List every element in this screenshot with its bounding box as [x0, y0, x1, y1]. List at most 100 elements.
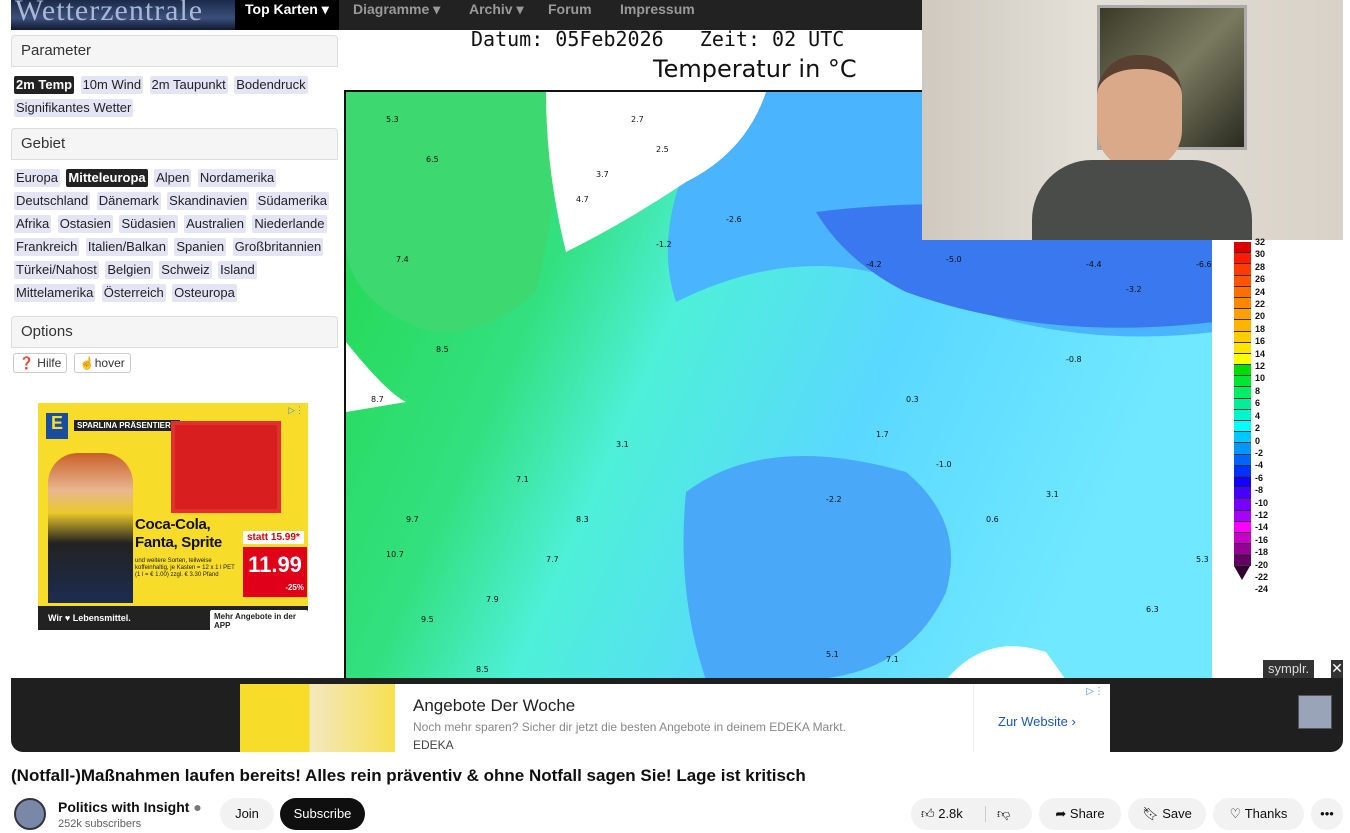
colorbar-label: -18: [1255, 547, 1269, 558]
map-temperature-label: 5.1: [826, 650, 839, 659]
bookmark-icon: 🔖︎: [1142, 806, 1159, 821]
gebiet-option[interactable]: Australien: [184, 215, 246, 233]
gebiet-option[interactable]: Niederlande: [252, 215, 327, 233]
join-button[interactable]: Join: [220, 798, 274, 830]
gebiet-option[interactable]: Südasien: [119, 215, 178, 233]
map-temperature-label: -5.0: [946, 255, 962, 264]
map-temperature-label: 8.5: [476, 665, 489, 674]
colorbar-swatch: [1234, 275, 1251, 287]
gebiet-option[interactable]: Europa: [14, 169, 60, 187]
close-overlay-button[interactable]: ✕: [1331, 660, 1343, 678]
channel-watermark[interactable]: [1298, 695, 1332, 729]
like-button[interactable]: 👍︎ 2.8k: [921, 798, 963, 830]
gebiet-option[interactable]: Ostasien: [57, 215, 113, 233]
gebiet-option[interactable]: Österreich: [101, 284, 166, 302]
gebiet-option[interactable]: Osteuropa: [172, 284, 237, 302]
site-logo[interactable]: Wetterzentrale: [11, 0, 235, 30]
bottom-ad-cta[interactable]: Zur Website ›: [998, 714, 1076, 729]
gebiet-option[interactable]: Nordamerika: [197, 169, 277, 187]
colorbar-swatch: [1234, 532, 1251, 545]
nav-diagramme[interactable]: Diagramme ▾: [353, 1, 441, 17]
colorbar-swatch: [1234, 465, 1251, 477]
gebiet-option[interactable]: Mittelamerika: [14, 284, 96, 302]
gebiet-option[interactable]: Schweiz: [159, 261, 212, 279]
map-temperature-label: 2.7: [631, 115, 644, 124]
gebiet-option[interactable]: Afrika: [14, 215, 52, 233]
edeka-ad[interactable]: E SPARLINA PRÄSENTIERT: Coca-Cola, Fanta…: [38, 403, 308, 630]
channel-name[interactable]: Politics with Insight ●: [58, 799, 202, 815]
parameter-option[interactable]: Bodendruck: [234, 76, 308, 94]
gebiet-option[interactable]: Belgien: [105, 261, 153, 279]
options-title: Options: [11, 316, 338, 348]
channel-avatar[interactable]: [14, 798, 46, 830]
presenter: [1022, 55, 1252, 240]
colorbar-label: 22: [1255, 299, 1266, 310]
parameter-option[interactable]: Signifikantes Wetter: [14, 99, 134, 117]
map-temperature-label: 7.9: [486, 595, 499, 604]
colorbar-label: 26: [1255, 274, 1266, 285]
colorbar-label: -10: [1255, 497, 1269, 508]
nav-impressum[interactable]: Impressum: [620, 1, 695, 17]
colorbar-label: 14: [1255, 348, 1266, 359]
nav-top-karten[interactable]: Top Karten ▾: [235, 0, 339, 30]
bottom-ad-desc: Noch mehr sparen? Sicher dir jetzt die b…: [413, 720, 846, 734]
gebiet-option[interactable]: Alpen: [154, 169, 192, 187]
gebiet-option[interactable]: Türkei/Nahost: [14, 261, 99, 279]
colorbar-label: 10: [1255, 373, 1266, 384]
gebiet-option[interactable]: Südamerika: [255, 192, 330, 210]
map-temperature-label: 7.4: [396, 255, 409, 264]
nav-forum[interactable]: Forum: [548, 1, 592, 17]
parameter-option[interactable]: 2m Temp: [14, 76, 75, 94]
video-player[interactable]: Wetterzentrale Top Karten ▾ Diagramme ▾ …: [11, 0, 1343, 752]
ad-cta-button[interactable]: Mehr Angebote in der APP: [210, 610, 308, 630]
gebiet-option[interactable]: Deutschland: [14, 192, 91, 210]
parameter-option[interactable]: 10m Wind: [80, 76, 144, 94]
help-button[interactable]: ❓ Hilfe: [13, 353, 68, 373]
colorbar-swatch: [1234, 342, 1251, 354]
colorbar-area: 32 30 28 26 24 22 20 18 16 14 12 10 8 6 4 2 0 -2 -4 -6 -8 -10…: [1212, 237, 1343, 678]
nav-archiv[interactable]: Archiv ▾: [469, 1, 524, 17]
colorbar-swatch: [1234, 409, 1251, 421]
symplr-badge[interactable]: symplr.: [1263, 660, 1315, 678]
colorbar-label: 32: [1255, 237, 1266, 247]
map-temperature-label: 9.7: [406, 515, 419, 524]
subscribe-button[interactable]: Subscribe: [280, 798, 365, 830]
colorbar-swatch: [1234, 297, 1251, 310]
colorbar-swatch: [1234, 499, 1251, 511]
map-temperature-label: 4.7: [576, 195, 589, 204]
share-button[interactable]: ➦ Share: [1039, 798, 1121, 830]
bottom-ad-banner[interactable]: Angebote Der Woche Noch mehr sparen? Sic…: [240, 684, 1110, 752]
gebiet-option[interactable]: Dänemark: [96, 192, 161, 210]
more-actions-button[interactable]: •••: [1311, 798, 1343, 830]
parameter-option[interactable]: 2m Taupunkt: [149, 76, 228, 94]
gebiet-option[interactable]: Mitteleuropa: [66, 169, 148, 187]
gebiet-option[interactable]: Italien/Balkan: [85, 238, 168, 256]
gebiet-option[interactable]: Island: [218, 261, 257, 279]
help-label: Hilfe: [37, 356, 62, 370]
ad-footer: Wir ♥ Lebensmittel. Mehr Angebote in der…: [38, 606, 308, 630]
adchoices-icon[interactable]: ▷⋮: [1086, 686, 1104, 697]
top-nav: Wetterzentrale Top Karten ▾ Diagramme ▾ …: [11, 0, 922, 30]
gebiet-option[interactable]: Skandinavien: [167, 192, 250, 210]
save-button[interactable]: 🔖︎ Save: [1128, 798, 1206, 830]
map-temperature-label: -3.2: [1126, 285, 1142, 294]
gebiet-option[interactable]: Spanien: [174, 238, 227, 256]
map-temperature-label: 3.7: [596, 170, 609, 179]
webcam-overlay: [922, 0, 1343, 240]
colorbar-label: -6: [1255, 472, 1264, 483]
map-temperature-label: -1.2: [656, 240, 672, 249]
gebiet-title: Gebiet: [11, 128, 338, 160]
ad-price: 11.99 -25%: [243, 547, 307, 597]
gebiet-option[interactable]: Frankreich: [14, 238, 80, 256]
thanks-button[interactable]: ♡ Thanks: [1213, 798, 1304, 830]
subscriber-count: 252k subscribers: [58, 818, 142, 830]
map-temperature-label: 9.5: [421, 615, 434, 624]
gebiet-option[interactable]: Großbritannien: [232, 238, 324, 256]
map-temperature-label: 8.7: [371, 395, 384, 404]
adchoices-icon[interactable]: ▷⋮: [288, 405, 304, 415]
ad-was-price: statt 15.99*: [243, 531, 304, 544]
bottom-ad-title[interactable]: Angebote Der Woche: [413, 696, 576, 715]
hover-button[interactable]: ☝hover: [73, 353, 131, 373]
dislike-button[interactable]: 👎︎: [997, 798, 1010, 830]
colorbar-swatch: [1234, 521, 1251, 533]
